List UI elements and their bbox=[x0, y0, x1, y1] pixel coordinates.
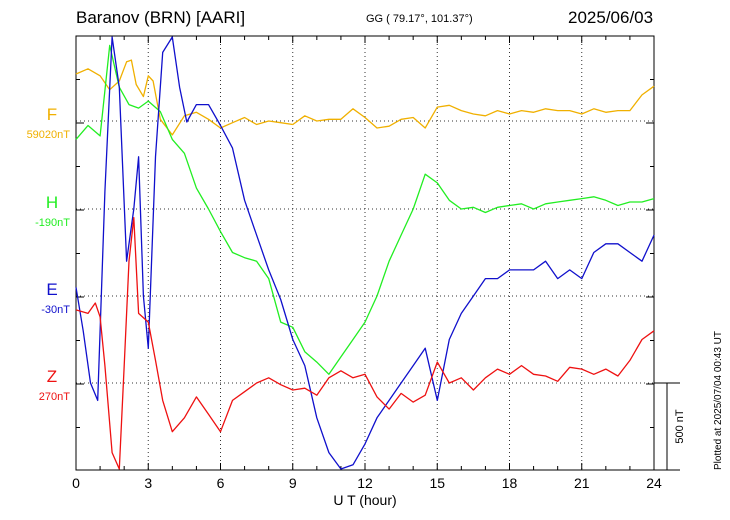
x-axis-label: U T (hour) bbox=[333, 492, 396, 508]
series-name-f: F bbox=[47, 105, 57, 124]
x-tick-label: 3 bbox=[144, 475, 152, 491]
scale-bar: 500 nT bbox=[654, 382, 686, 471]
x-tick-label: 0 bbox=[72, 475, 80, 491]
series-name-e: E bbox=[46, 280, 57, 299]
series-baseline-e: -30nT bbox=[41, 304, 70, 316]
x-tick-label: 21 bbox=[574, 475, 590, 491]
series-baseline-f: 59020nT bbox=[27, 129, 71, 141]
station-coordinates: GG ( 79.17°, 101.37°) bbox=[366, 13, 473, 25]
x-tick-label: 12 bbox=[357, 475, 373, 491]
series-line-h bbox=[75, 44, 655, 375]
series-name-z: Z bbox=[47, 367, 57, 386]
scale-bar-label: 500 nT bbox=[674, 409, 686, 444]
axis-ticks bbox=[75, 36, 655, 470]
series-lines bbox=[75, 36, 655, 470]
chart-date: 2025/06/03 bbox=[568, 8, 654, 27]
series-baseline-h: -190nT bbox=[35, 217, 70, 229]
x-tick-labels: 0 3 6 9 12 15 18 21 24 bbox=[72, 475, 662, 491]
series-line-e bbox=[75, 36, 655, 470]
series-name-h: H bbox=[46, 193, 58, 212]
x-tick-label: 18 bbox=[502, 475, 518, 491]
x-tick-label: 24 bbox=[646, 475, 662, 491]
x-tick-label: 9 bbox=[289, 475, 297, 491]
station-title: Baranov (BRN) [AARI] bbox=[76, 8, 246, 27]
grid-lines bbox=[76, 36, 654, 470]
plotted-timestamp: Plotted at 2025/07/04 00:43 UT bbox=[713, 331, 724, 470]
series-line-z bbox=[75, 217, 655, 470]
series-line-f bbox=[75, 59, 655, 136]
series-labels: F 59020nT H -190nT E -30nT Z 270nT bbox=[27, 105, 71, 403]
series-baseline-z: 270nT bbox=[39, 391, 70, 403]
x-tick-label: 15 bbox=[429, 475, 445, 491]
x-tick-label: 6 bbox=[217, 475, 225, 491]
